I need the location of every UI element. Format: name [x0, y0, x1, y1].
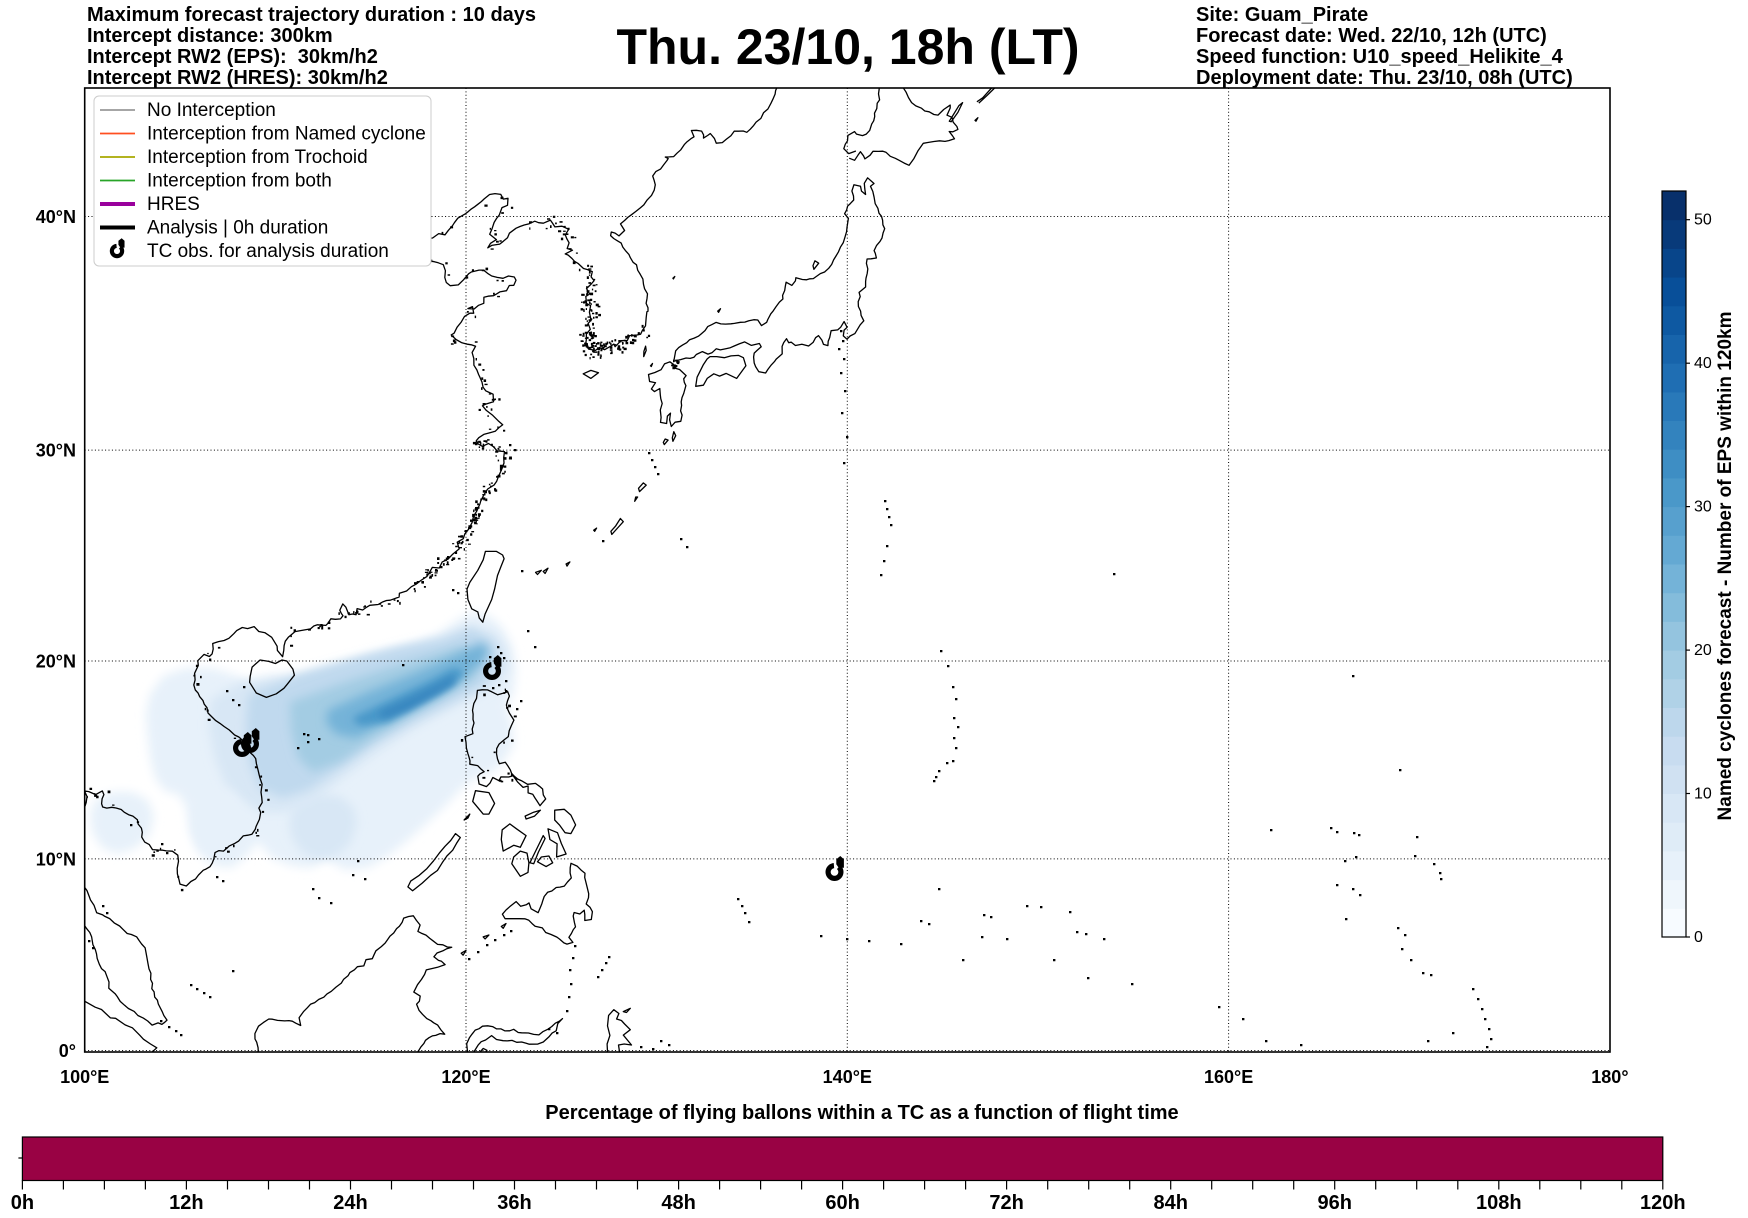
- svg-text:Analysis | 0h duration: Analysis | 0h duration: [147, 218, 328, 239]
- svg-text:TC obs. for analysis duration: TC obs. for analysis duration: [147, 241, 389, 262]
- svg-text:12h: 12h: [169, 1192, 203, 1213]
- svg-text:Forecast date: Wed. 22/10, 12h: Forecast date: Wed. 22/10, 12h (UTC): [1196, 25, 1547, 47]
- svg-text:36h: 36h: [497, 1192, 531, 1213]
- svg-text:Maximum forecast trajectory du: Maximum forecast trajectory duration : 1…: [87, 4, 536, 26]
- svg-text:160°E: 160°E: [1204, 1067, 1253, 1087]
- svg-text:Named cyclones forecast - Numb: Named cyclones forecast - Number of EPS …: [1715, 312, 1736, 821]
- svg-text:Interception from Trochoid: Interception from Trochoid: [147, 147, 368, 168]
- svg-text:108h: 108h: [1476, 1192, 1522, 1213]
- svg-text:40: 40: [1694, 355, 1712, 372]
- svg-text:Interception from both: Interception from both: [147, 171, 332, 192]
- svg-text:72h: 72h: [989, 1192, 1023, 1213]
- svg-text:Speed function: U10_speed_Heli: Speed function: U10_speed_Helikite_4: [1196, 46, 1564, 68]
- svg-text:Interception from Named cyclon: Interception from Named cyclone: [147, 124, 426, 145]
- svg-text:40°N: 40°N: [36, 207, 76, 227]
- svg-text:Intercept RW2 (HRES): 30km/h2: Intercept RW2 (HRES): 30km/h2: [87, 67, 388, 89]
- svg-text:No Interception: No Interception: [147, 100, 276, 121]
- svg-text:120h: 120h: [1640, 1192, 1686, 1213]
- svg-text:Percentage of flying ballons w: Percentage of flying ballons within a TC…: [545, 1102, 1178, 1124]
- svg-text:20°N: 20°N: [36, 652, 76, 672]
- svg-text:140°E: 140°E: [823, 1067, 872, 1087]
- svg-text:Deployment date: Thu. 23/10, 0: Deployment date: Thu. 23/10, 08h (UTC): [1196, 67, 1573, 89]
- svg-text:60h: 60h: [825, 1192, 859, 1213]
- svg-text:48h: 48h: [661, 1192, 695, 1213]
- svg-text:10: 10: [1694, 786, 1712, 803]
- svg-text:Site: Guam_Pirate: Site: Guam_Pirate: [1196, 4, 1368, 26]
- svg-text:50: 50: [1694, 212, 1712, 229]
- svg-text:30°N: 30°N: [36, 441, 76, 461]
- svg-text:180°: 180°: [1591, 1067, 1628, 1087]
- svg-text:30: 30: [1694, 499, 1712, 516]
- svg-text:20: 20: [1694, 642, 1712, 659]
- svg-text:Intercept RW2 (EPS): 30km/h2: Intercept RW2 (EPS): 30km/h2: [87, 46, 378, 68]
- svg-text:120°E: 120°E: [441, 1067, 490, 1087]
- svg-text:0: 0: [1694, 929, 1703, 946]
- svg-text:24h: 24h: [333, 1192, 367, 1213]
- svg-text:Intercept distance: 300km: Intercept distance: 300km: [87, 25, 333, 47]
- svg-text:100°E: 100°E: [60, 1067, 109, 1087]
- svg-text:0°: 0°: [59, 1041, 76, 1061]
- svg-text:10°N: 10°N: [36, 849, 76, 869]
- svg-text:HRES: HRES: [147, 194, 200, 215]
- svg-text:Thu. 23/10, 18h (LT): Thu. 23/10, 18h (LT): [616, 19, 1079, 75]
- svg-text:96h: 96h: [1317, 1192, 1351, 1213]
- svg-text:84h: 84h: [1153, 1192, 1187, 1213]
- svg-text:0h: 0h: [11, 1192, 34, 1213]
